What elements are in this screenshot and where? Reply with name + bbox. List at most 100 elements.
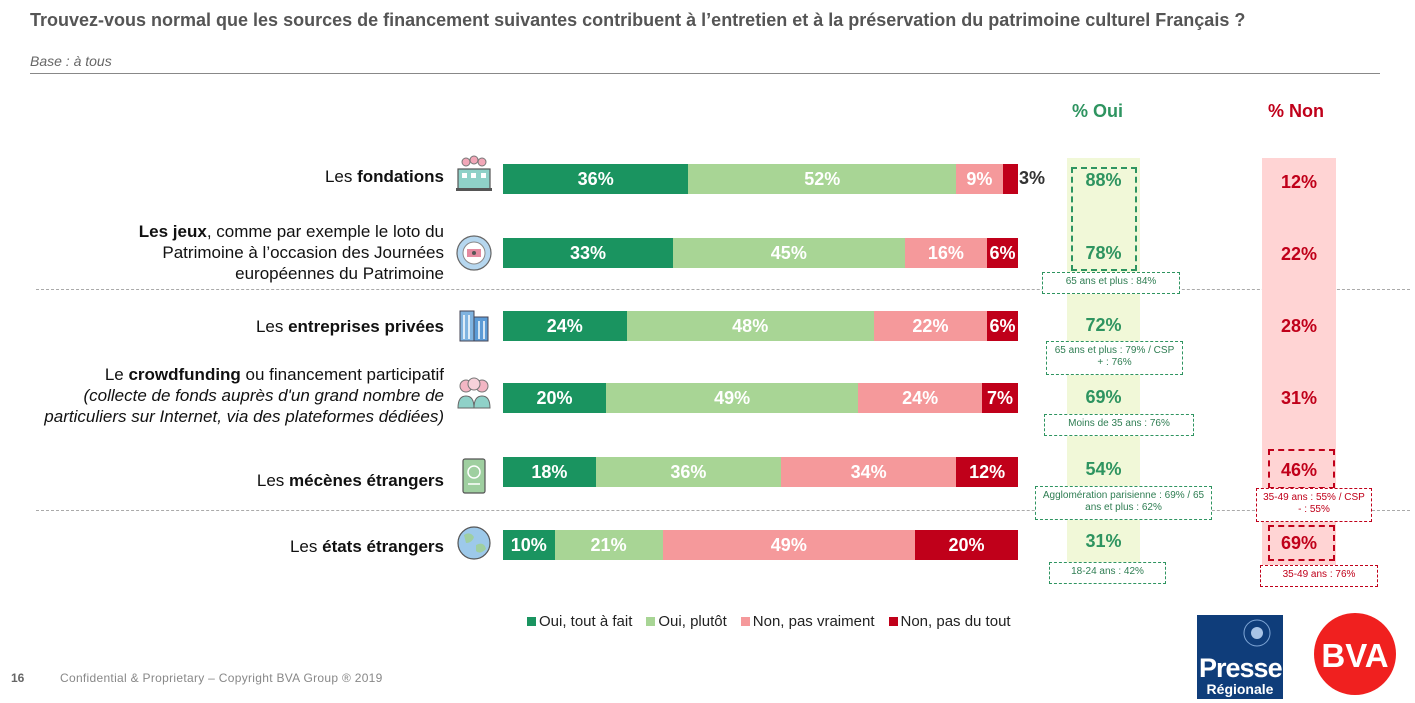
data-label: 18% — [531, 461, 568, 482]
non-highlight-box — [1268, 525, 1335, 561]
pct-non-value: 28% — [1280, 316, 1318, 336]
data-label: 33% — [569, 242, 606, 263]
bar-segment: 33% — [503, 238, 673, 268]
chart-legend: Oui, tout à fait Oui, plutôt Non, pas vr… — [527, 613, 1011, 630]
bar-segment: 22% — [873, 311, 988, 341]
data-label: 48% — [732, 315, 769, 336]
logo-text: BVA — [1321, 637, 1389, 674]
globe-icon — [457, 526, 491, 560]
bar-segment: 52% — [688, 164, 957, 194]
row-label-etats: Les états étrangers — [289, 537, 444, 556]
bar-segment: 49% — [662, 530, 915, 560]
data-label: 24% — [546, 315, 583, 336]
data-label: 24% — [902, 387, 939, 408]
oui-subgroup-note: 18-24 ans : 42% — [1049, 562, 1166, 584]
legend-label: Oui, tout à fait — [539, 613, 633, 630]
pct-oui-value: 69% — [1085, 387, 1122, 407]
data-label: 49% — [714, 387, 751, 408]
pct-non-value: 31% — [1280, 388, 1318, 408]
logo-text: Régionale — [1206, 681, 1274, 697]
data-label: 9% — [966, 168, 993, 189]
crowd-people-icon — [457, 377, 491, 409]
bar-segment: 36% — [595, 457, 782, 487]
data-label: 34% — [850, 461, 887, 482]
bar-segment: 9% — [956, 164, 1003, 194]
bar-row-fondations: 36% 52% 9% 3% — [503, 164, 1045, 194]
bar-segment: 20% — [915, 530, 1018, 560]
pct-non-value: 22% — [1280, 244, 1318, 264]
bar-segment: 20% — [503, 383, 606, 413]
legend-label: Non, pas du tout — [900, 613, 1011, 630]
office-building-icon — [459, 310, 489, 342]
non-column-header: % Non — [1268, 101, 1324, 121]
row-label-fondations: Les fondations — [324, 167, 444, 186]
bar-segment: 7% — [981, 383, 1018, 413]
row-label-entreprises: Les entreprises privées — [255, 317, 444, 336]
page-number: 16 — [11, 671, 25, 685]
bar-segment — [1002, 164, 1018, 194]
non-subgroup-note: 35-49 ans : 76% — [1260, 565, 1378, 587]
pct-non-value: 69% — [1280, 533, 1318, 553]
data-label: 12% — [969, 461, 1006, 482]
bar-row-crowdfunding: 20% 49% 24% 7% — [503, 383, 1018, 413]
data-label: 20% — [948, 534, 985, 555]
legend-label: Oui, plutôt — [658, 613, 727, 630]
row-label-crowdfunding: Le crowdfunding ou financement participa… — [44, 365, 444, 426]
row-label-mecenes: Les mécènes étrangers — [256, 471, 444, 490]
bar-segment: 24% — [858, 383, 982, 413]
legend-swatch — [527, 617, 536, 626]
data-label: 10% — [510, 534, 547, 555]
legend-item: Non, pas vraiment — [740, 613, 875, 630]
data-label: 22% — [912, 315, 949, 336]
group-divider — [36, 289, 1410, 290]
bva-logo: BVA — [1314, 613, 1396, 695]
data-label: 16% — [927, 242, 964, 263]
copyright-footer: Confidential & Proprietary – Copyright B… — [60, 671, 383, 685]
oui-subgroup-note: Agglomération parisienne : 69% / 65 ans … — [1035, 486, 1212, 520]
logo-text: Presse — [1199, 653, 1283, 683]
bar-segment: 36% — [503, 164, 689, 194]
data-label: 36% — [670, 461, 707, 482]
oui-subgroup-note: 65 ans et plus : 84% — [1042, 272, 1180, 294]
pct-non-value: 46% — [1280, 460, 1318, 480]
data-label: 20% — [536, 387, 573, 408]
data-label: 7% — [986, 387, 1013, 408]
legend-swatch — [888, 617, 898, 626]
foundation-building-icon — [456, 155, 492, 191]
title-rule — [30, 73, 1380, 74]
pct-oui-value: 88% — [1085, 170, 1122, 190]
bar-segment: 12% — [956, 457, 1018, 487]
bar-segment: 34% — [781, 457, 957, 487]
passport-icon — [462, 458, 486, 494]
legend-item: Oui, plutôt — [646, 613, 727, 630]
oui-column-header: % Oui — [1072, 101, 1124, 121]
data-label: 36% — [577, 168, 614, 189]
bar-row-mecenes: 18% 36% 34% 12% — [503, 457, 1018, 487]
bar-segment: 49% — [606, 383, 859, 413]
bar-segment: 21% — [554, 530, 663, 560]
pct-non-value: 12% — [1280, 172, 1318, 192]
lottery-ball-icon — [456, 235, 492, 271]
bar-segment: 48% — [626, 311, 874, 341]
row-label-jeux: Les jeux, comme par exemple le loto du P… — [138, 222, 444, 283]
legend-swatch — [646, 617, 656, 626]
oui-subgroup-note: Moins de 35 ans : 76% — [1044, 414, 1194, 436]
page-title: Trouvez-vous normal que les sources de f… — [30, 10, 1246, 30]
pct-oui-value: 54% — [1085, 459, 1122, 479]
pct-oui-value: 78% — [1085, 243, 1122, 263]
non-highlight-box — [1268, 449, 1335, 489]
pct-oui-value: 31% — [1085, 531, 1122, 551]
presse-regionale-logo: Presse Régionale — [1197, 615, 1283, 699]
data-label: 49% — [770, 534, 807, 555]
data-label: 45% — [770, 242, 807, 263]
bar-segment: 18% — [503, 457, 596, 487]
group-divider — [36, 510, 1410, 511]
bar-segment: 24% — [503, 311, 627, 341]
data-label: 3% — [1019, 168, 1046, 188]
bar-segment: 10% — [503, 530, 555, 560]
oui-highlight-box — [1071, 167, 1137, 271]
bar-segment: 6% — [987, 311, 1018, 341]
bar-row-entreprises: 24% 48% 22% 6% — [503, 311, 1018, 341]
bar-row-etats: 10% 21% 49% 20% — [503, 530, 1018, 560]
logo-emblem-icon — [1243, 619, 1271, 647]
